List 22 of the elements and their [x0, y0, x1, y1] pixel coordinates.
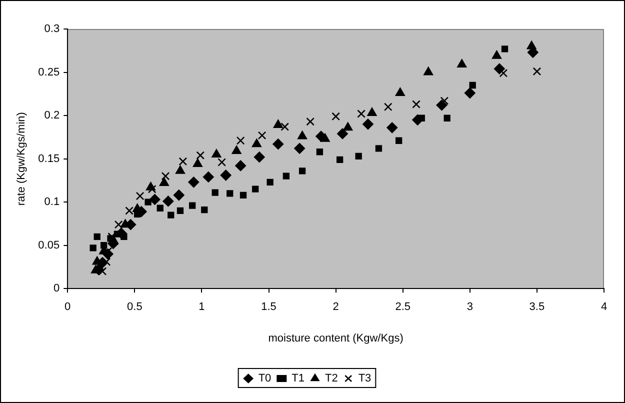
x-tick-label: 2.5 [395, 301, 410, 314]
x-tick-label: 1 [198, 301, 205, 314]
x-tick-label: 2 [332, 301, 339, 314]
x-tick-label: 0.5 [127, 301, 142, 314]
x-axis-title: moisture content (Kgw/Kgs) [268, 332, 404, 344]
x-tick-label: 0 [64, 301, 71, 314]
y-tick-label: 0.15 [38, 152, 60, 165]
legend-label: T2 [325, 372, 338, 385]
legend-label: T1 [292, 372, 305, 385]
x-tick-label: 3 [466, 301, 473, 314]
x-tick-label: 1.5 [261, 301, 276, 314]
y-tick-label: 0.05 [38, 239, 60, 252]
legend-label: T3 [358, 372, 372, 385]
y-tick-label: 0.25 [38, 66, 60, 78]
y-axis-title: rate (Kgw/Kgs/min) [16, 112, 28, 206]
x-tick-label: 3.5 [529, 301, 545, 314]
y-tick-label: 0.1 [44, 196, 60, 208]
x-tick-label: 4 [600, 301, 608, 314]
y-tick-label: 0.2 [44, 110, 60, 122]
legend-label: T0 [258, 372, 272, 385]
y-tick-label: 0 [53, 282, 60, 295]
y-tick-label: 0.3 [44, 23, 60, 36]
